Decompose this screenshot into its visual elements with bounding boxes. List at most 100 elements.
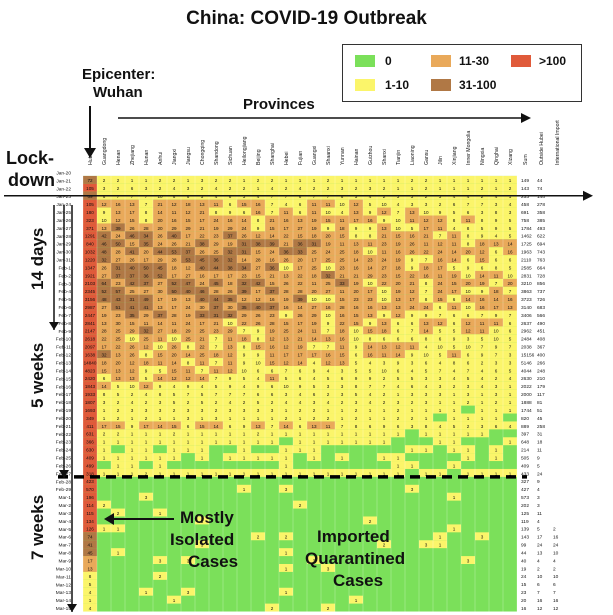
heat-cell bbox=[265, 342, 279, 351]
cell-value: 24 bbox=[115, 234, 121, 239]
cell-value: 9 bbox=[481, 234, 484, 239]
heat-cell bbox=[111, 468, 125, 477]
cell-value: 19 bbox=[325, 242, 331, 247]
heat-cell bbox=[307, 278, 321, 287]
cell-value: 15 bbox=[339, 234, 345, 239]
heat-cell bbox=[489, 405, 503, 414]
heat-cell bbox=[461, 318, 475, 327]
heat-cell bbox=[223, 429, 237, 438]
heat-cell bbox=[167, 263, 181, 271]
cell-value: 23 bbox=[115, 281, 121, 286]
extra-value: 3210 bbox=[521, 281, 532, 287]
heat-cell bbox=[461, 199, 475, 208]
heat-cell bbox=[125, 334, 139, 343]
heat-cell bbox=[335, 429, 349, 438]
cell-value: 1 bbox=[131, 448, 134, 453]
heat-cell bbox=[363, 366, 377, 374]
cell-value: 10 bbox=[437, 345, 443, 350]
cell-value: 2 bbox=[215, 178, 218, 183]
heat-cell bbox=[223, 453, 237, 462]
heat-cell bbox=[97, 389, 111, 398]
heat-cell bbox=[503, 239, 517, 248]
col-header-jilin: Jilin bbox=[438, 156, 444, 165]
cell-value: 2 bbox=[383, 392, 386, 397]
cell-value: 8 bbox=[103, 392, 106, 397]
heat-cell bbox=[83, 342, 97, 351]
cell-value: 5 bbox=[201, 392, 204, 397]
cell-value: 19 bbox=[227, 242, 233, 247]
cell-value: 44 bbox=[157, 250, 163, 255]
extra-value: 17 bbox=[537, 535, 543, 541]
heat-cell bbox=[377, 231, 391, 240]
cell-value: 28 bbox=[171, 313, 177, 318]
heat-cell bbox=[335, 302, 349, 311]
cell-value: 19 bbox=[451, 273, 457, 278]
cell-value: 12 bbox=[269, 337, 275, 342]
heat-cell bbox=[461, 350, 475, 359]
heat-cell bbox=[307, 223, 321, 232]
cell-value: 13 bbox=[87, 566, 93, 571]
heat-cell bbox=[489, 334, 503, 343]
cell-value: 6 bbox=[439, 305, 442, 310]
heat-cell bbox=[223, 326, 237, 335]
cell-value: 13 bbox=[353, 242, 359, 247]
heat-cell bbox=[335, 207, 349, 216]
heat-cell bbox=[97, 278, 111, 287]
heat-cell bbox=[433, 437, 447, 446]
heat-cell bbox=[265, 373, 279, 382]
heat-cell bbox=[489, 326, 503, 335]
cell-value: 4 bbox=[411, 368, 414, 373]
cell-value: 10 bbox=[157, 345, 163, 350]
cell-value: 15 bbox=[339, 352, 345, 357]
cell-value: 5 bbox=[425, 368, 428, 373]
cell-value: 9 bbox=[299, 384, 302, 389]
extra-value: 9 bbox=[537, 455, 540, 461]
cell-value: 11 bbox=[326, 202, 331, 207]
cell-value: 15 bbox=[269, 226, 275, 231]
heat-cell bbox=[209, 334, 223, 343]
cell-value: 7 bbox=[439, 234, 442, 239]
heat-cell bbox=[237, 413, 251, 422]
cell-value: 8 bbox=[467, 242, 470, 247]
cell-value: 7 bbox=[271, 210, 274, 215]
cell-value: 7 bbox=[439, 313, 442, 318]
heat-cell bbox=[279, 397, 293, 406]
heat-cell bbox=[279, 183, 293, 192]
cell-value: 4 bbox=[369, 194, 372, 199]
heat-cell bbox=[139, 302, 153, 311]
cell-value: 16 bbox=[325, 305, 331, 310]
cell-value: 1 bbox=[453, 392, 456, 397]
cell-value: 1 bbox=[425, 416, 428, 421]
cell-value: 10 bbox=[129, 384, 135, 389]
cell-value: 1 bbox=[439, 543, 442, 548]
heat-cell bbox=[349, 168, 363, 176]
cell-value: 3 bbox=[425, 376, 428, 381]
cell-value: 14 bbox=[367, 265, 373, 270]
heat-cell bbox=[321, 366, 335, 374]
heat-cell bbox=[125, 270, 139, 279]
cell-value: 4 bbox=[89, 606, 92, 611]
cell-value: 16 bbox=[115, 202, 121, 207]
cell-value: 29 bbox=[171, 226, 177, 231]
cell-value: 1 bbox=[299, 432, 302, 437]
heat-cell bbox=[279, 263, 293, 271]
cell-value: 13 bbox=[367, 313, 373, 318]
heat-cell bbox=[377, 263, 391, 271]
heat-cell bbox=[83, 263, 97, 271]
heat-cell bbox=[475, 429, 489, 438]
cell-value: 13 bbox=[325, 337, 331, 342]
heat-cell bbox=[195, 207, 209, 216]
extra-value: 889 bbox=[521, 424, 529, 430]
cell-value: 6 bbox=[509, 257, 512, 262]
cell-value: 10 bbox=[367, 281, 373, 286]
cell-value: 29 bbox=[241, 313, 247, 318]
cell-value: 1 bbox=[453, 440, 456, 445]
heat-cell bbox=[209, 389, 223, 398]
heat-cell bbox=[321, 429, 335, 438]
cell-value: 20 bbox=[157, 218, 163, 223]
cell-value: 25 bbox=[143, 337, 149, 342]
heat-cell bbox=[503, 255, 517, 264]
cell-value: 22 bbox=[101, 337, 107, 342]
cell-value: 3 bbox=[201, 408, 204, 413]
heat-cell bbox=[391, 215, 405, 224]
